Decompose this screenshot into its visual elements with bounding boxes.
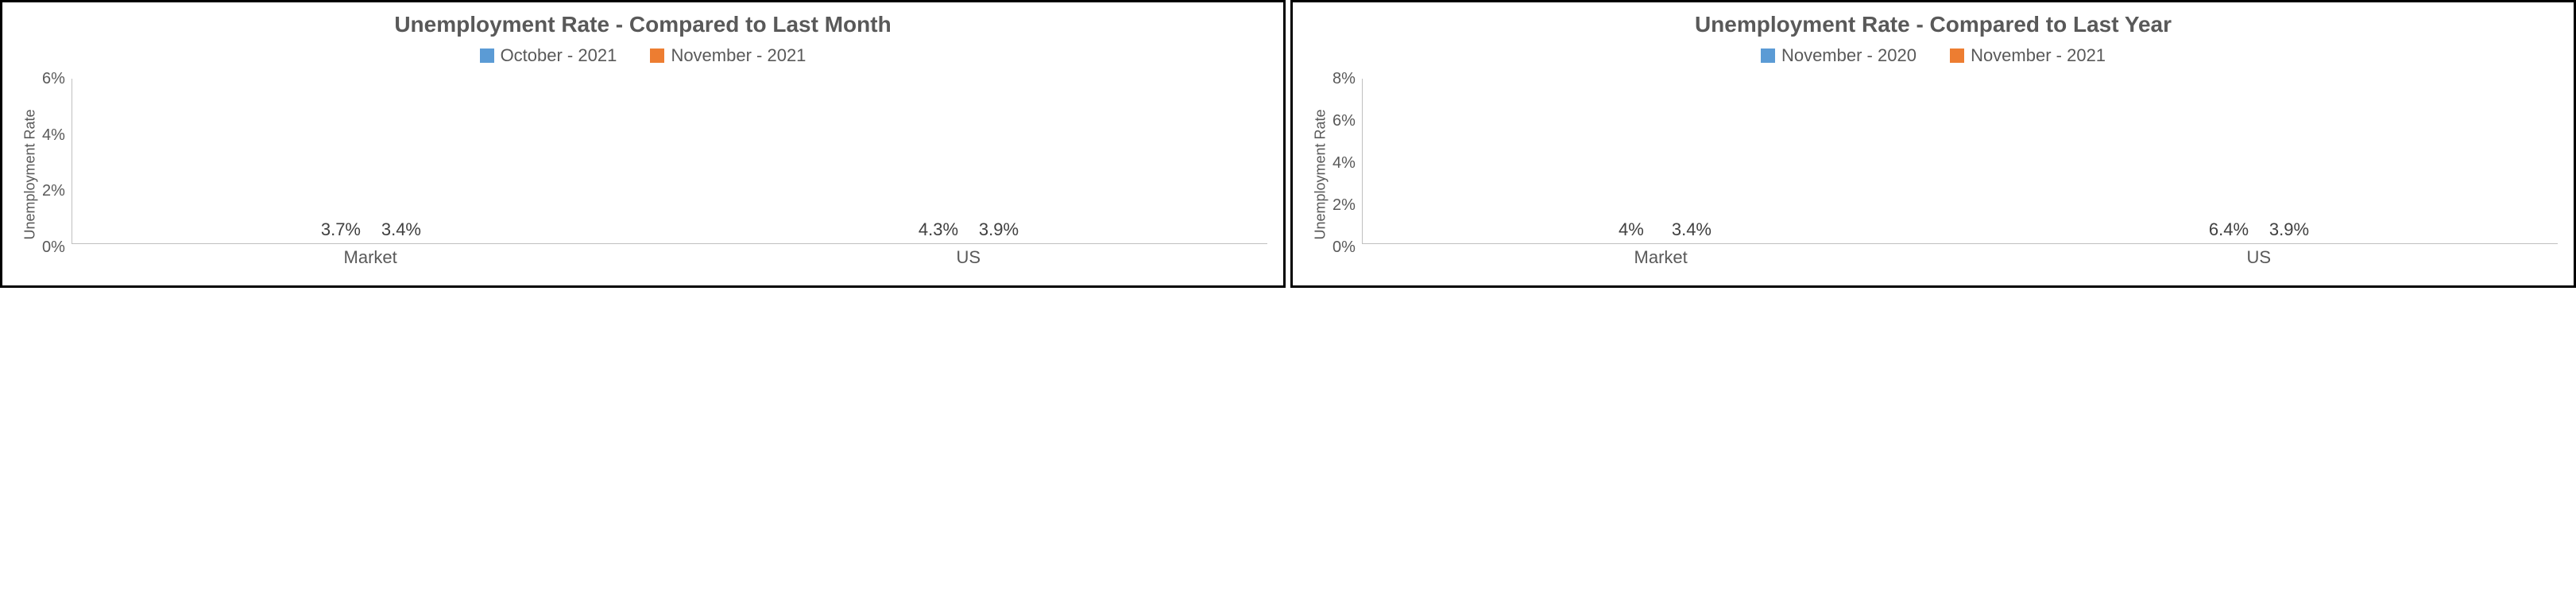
legend-text: November - 2021 [671,45,806,66]
chart-panels: Unemployment Rate - Compared to Last Mon… [0,0,2576,288]
plot-wrap: 4% 3.4% 6.4% 3.9% Market US [1362,79,2558,270]
chart-panel-last-month: Unemployment Rate - Compared to Last Mon… [0,0,1286,288]
legend-swatch [1761,48,1775,63]
legend: October - 2021 November - 2021 [18,45,1267,68]
legend-text: November - 2020 [1781,45,1917,66]
x-tick-label: Market [1421,247,1900,268]
bar-value-label: 3.9% [979,219,1019,240]
x-tick-label: Market [131,247,609,268]
bar-value-label: 6.4% [2209,219,2249,240]
legend: November - 2020 November - 2021 [1309,45,2558,68]
plot-wrap: 3.7% 3.4% 4.3% 3.9% Market US [72,79,1267,270]
y-axis-label: Unemployment Rate [18,79,42,270]
legend-item: November - 2020 [1761,45,1917,66]
x-labels: Market US [1362,244,2558,270]
y-ticks: 6%4%2%0% [42,79,72,270]
bar-value-label: 3.4% [1672,219,1712,240]
plot-area: 3.7% 3.4% 4.3% 3.9% [72,79,1267,244]
legend-text: November - 2021 [1971,45,2106,66]
chart-title: Unemployment Rate - Compared to Last Yea… [1309,12,2558,37]
x-labels: Market US [72,244,1267,270]
bar-value-label: 4.3% [919,219,958,240]
x-tick-label: US [729,247,1208,268]
y-axis-label: Unemployment Rate [1309,79,1332,270]
bar-value-label: 3.4% [381,219,421,240]
legend-item: October - 2021 [480,45,617,66]
bar-groups: 3.7% 3.4% 4.3% 3.9% [72,79,1267,243]
plot-area: 4% 3.4% 6.4% 3.9% [1362,79,2558,244]
legend-swatch [480,48,494,63]
chart-title: Unemployment Rate - Compared to Last Mon… [18,12,1267,37]
bar-groups: 4% 3.4% 6.4% 3.9% [1363,79,2558,243]
bar-value-label: 4% [1619,219,1644,240]
legend-text: October - 2021 [501,45,617,66]
x-tick-label: US [2020,247,2498,268]
y-ticks: 8%6%4%2%0% [1332,79,1362,270]
legend-swatch [650,48,664,63]
bar-value-label: 3.9% [2269,219,2309,240]
chart-panel-last-year: Unemployment Rate - Compared to Last Yea… [1290,0,2576,288]
bar-value-label: 3.7% [321,219,361,240]
legend-item: November - 2021 [1950,45,2106,66]
chart-body: Unemployment Rate 8%6%4%2%0% 4% 3.4% 6.4% 3… [1309,79,2558,270]
chart-body: Unemployment Rate 6%4%2%0% 3.7%3.4%4.3%3… [18,79,1267,270]
legend-item: November - 2021 [650,45,806,66]
legend-swatch [1950,48,1964,63]
